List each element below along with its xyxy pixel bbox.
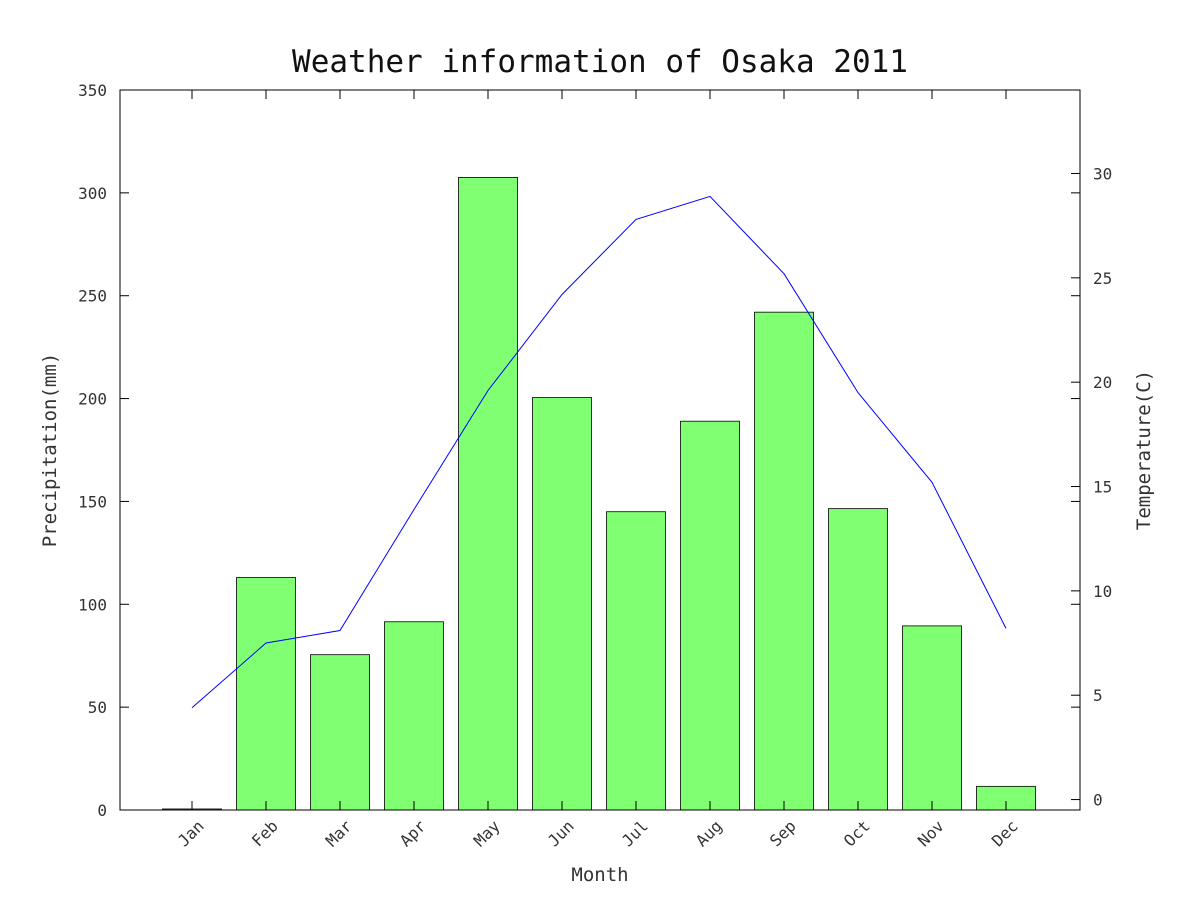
x-tick-label: Jan xyxy=(174,816,208,850)
x-axis: Jan Feb Mar Apr May Jun Jul Aug Sep Oct Nov Dec xyxy=(174,90,1022,850)
bar-may xyxy=(458,177,518,811)
plot-frame xyxy=(119,89,1081,811)
left-tick-label: 250 xyxy=(78,287,107,306)
right-axis: 0 5 10 15 20 25 30 xyxy=(1071,164,1112,810)
x-tick-label: Dec xyxy=(988,816,1022,850)
x-tick-label: Aug xyxy=(692,816,726,850)
x-tick-label: Apr xyxy=(396,816,430,850)
x-tick-label: Oct xyxy=(840,816,874,850)
x-tick-label: Mar xyxy=(322,816,356,850)
left-tick-label: 50 xyxy=(88,698,107,717)
bar-nov xyxy=(902,625,962,811)
bar-aug xyxy=(680,420,740,811)
right-tick-label: 30 xyxy=(1093,164,1112,183)
x-tick-label: Sep xyxy=(766,816,800,850)
left-axis-label: Precipitation(mm) xyxy=(39,353,61,547)
bar-mar xyxy=(310,654,370,811)
right-tick-label: 5 xyxy=(1093,686,1103,705)
right-tick-label: 10 xyxy=(1093,582,1112,601)
chart-title: Weather information of Osaka 2011 xyxy=(292,44,908,80)
temperature-line xyxy=(191,195,1007,709)
x-tick-label: Jun xyxy=(544,816,578,850)
temperature-series xyxy=(191,195,1007,709)
bar-jul xyxy=(606,511,666,811)
right-axis-label: Temperature(C) xyxy=(1133,370,1155,530)
x-tick-label: Jul xyxy=(618,816,652,850)
left-axis: 0 50 100 150 200 250 300 350 xyxy=(78,81,1080,820)
bar-sep xyxy=(754,311,814,811)
precipitation-bars xyxy=(162,177,1036,811)
left-tick-label: 0 xyxy=(97,801,107,820)
bar-apr xyxy=(384,621,444,811)
x-axis-label: Month xyxy=(571,864,628,886)
bar-oct xyxy=(828,508,888,811)
right-tick-label: 0 xyxy=(1093,791,1103,810)
left-tick-label: 100 xyxy=(78,595,107,614)
right-tick-label: 25 xyxy=(1093,269,1112,288)
left-tick-label: 150 xyxy=(78,492,107,511)
x-tick-label: Nov xyxy=(914,816,948,850)
left-tick-label: 200 xyxy=(78,390,107,409)
left-tick-label: 350 xyxy=(78,81,107,100)
x-tick-label: Feb xyxy=(248,816,282,850)
bar-feb xyxy=(236,577,296,811)
left-tick-label: 300 xyxy=(78,184,107,203)
bar-jun xyxy=(532,397,592,811)
right-tick-label: 20 xyxy=(1093,373,1112,392)
x-tick-label: May xyxy=(470,816,504,850)
right-tick-label: 15 xyxy=(1093,478,1112,497)
